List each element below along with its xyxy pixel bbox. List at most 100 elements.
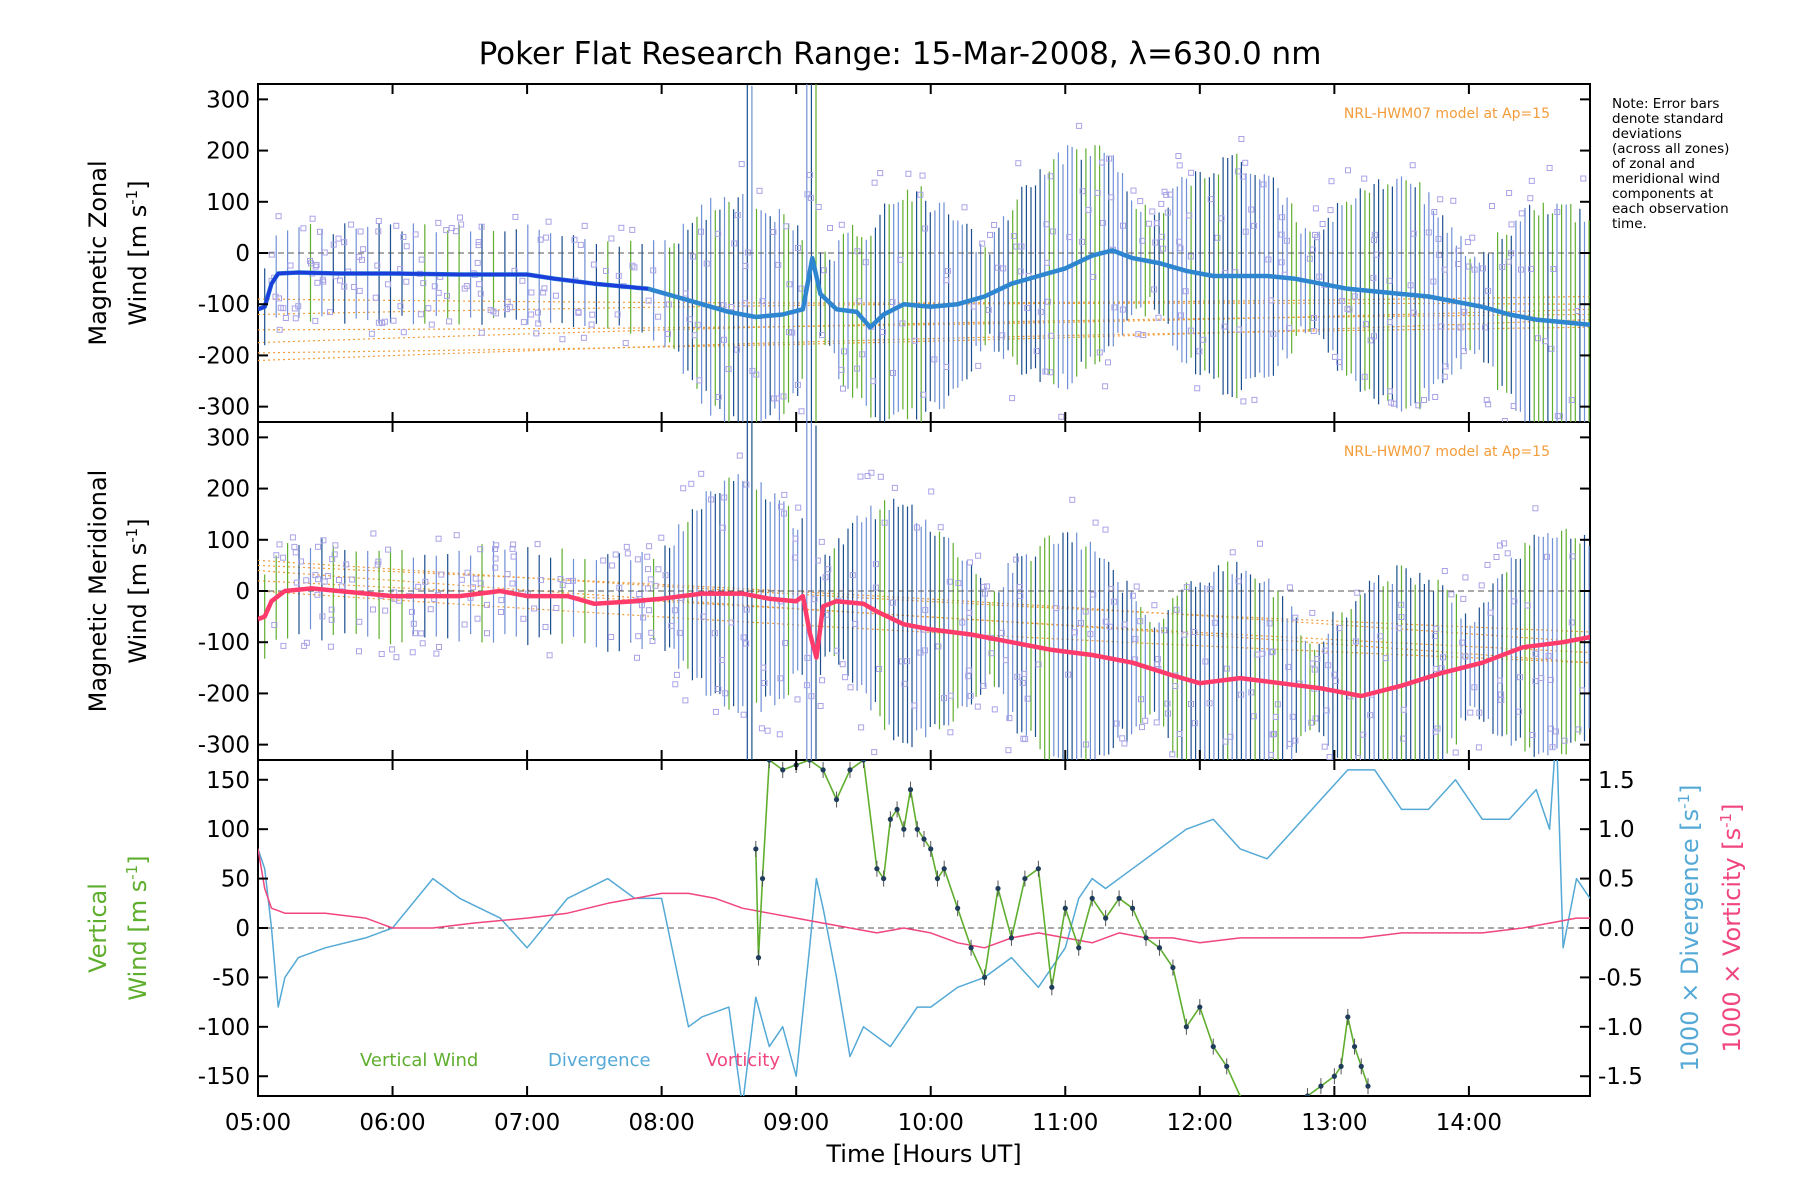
sample-point <box>987 231 993 238</box>
sample-point <box>341 283 348 290</box>
sample-point <box>1238 136 1245 142</box>
sample-point <box>1240 398 1247 405</box>
sample-point <box>1336 625 1343 632</box>
sample-point <box>272 293 279 300</box>
sample-point <box>436 644 442 650</box>
sample-point <box>1048 332 1055 339</box>
sample-point <box>1455 261 1462 267</box>
sample-point <box>1145 220 1152 227</box>
sample-point <box>1092 519 1099 526</box>
divergence-ylabel: 1000 × Divergence [s-1] <box>1675 784 1704 1071</box>
sample-point <box>1352 638 1359 645</box>
sample-point <box>1532 650 1539 657</box>
sample-point <box>614 311 621 318</box>
sample-point <box>623 543 630 550</box>
sample-point <box>1238 691 1245 698</box>
sample-point <box>1314 234 1321 241</box>
sample-point <box>328 616 335 623</box>
sample-point <box>1014 673 1021 680</box>
sample-point <box>880 328 886 335</box>
sample-point <box>528 311 535 318</box>
sample-point <box>1268 751 1274 758</box>
sample-point <box>385 546 392 553</box>
sample-point <box>1187 327 1194 334</box>
sample-point <box>1460 348 1467 355</box>
sample-point <box>324 573 331 579</box>
sample-point <box>1460 595 1467 602</box>
sample-point <box>919 172 926 179</box>
sample-point <box>588 321 595 328</box>
sample-point <box>492 555 499 562</box>
sample-point <box>1310 328 1317 334</box>
sample-point <box>537 236 544 243</box>
sample-point <box>1319 221 1326 227</box>
sample-point <box>400 234 407 240</box>
sample-point <box>711 630 718 637</box>
sample-point <box>1121 740 1128 747</box>
sample-point <box>1310 315 1317 321</box>
sample-point <box>476 281 483 288</box>
sample-point <box>1009 395 1016 402</box>
sample-point <box>1072 629 1078 636</box>
sample-point <box>375 228 382 235</box>
sample-point <box>1339 297 1346 304</box>
sample-point <box>921 647 928 654</box>
sample-point <box>1266 620 1273 627</box>
sample-point <box>356 648 362 655</box>
sample-point <box>646 607 653 614</box>
sample-point <box>552 292 559 299</box>
sample-point <box>1161 627 1168 634</box>
sample-point <box>293 579 300 586</box>
model-curve <box>258 313 1590 344</box>
sample-point <box>708 496 715 503</box>
sample-point <box>535 309 541 316</box>
vertical-wind-point <box>928 846 934 852</box>
sample-point <box>1154 661 1161 668</box>
y-tick-label: -50 <box>212 965 250 991</box>
sample-point <box>781 510 787 517</box>
sample-point <box>1452 749 1459 756</box>
sample-point <box>795 245 801 251</box>
sample-point <box>922 607 929 614</box>
sample-point <box>859 351 866 358</box>
sample-point <box>665 301 672 308</box>
sample-point <box>581 222 588 229</box>
sample-point <box>1227 733 1234 740</box>
sample-point <box>920 391 926 398</box>
sample-point <box>789 329 796 336</box>
x-tick-label: 13:00 <box>1301 1110 1367 1136</box>
sample-point <box>1505 258 1512 265</box>
sample-point <box>871 749 878 756</box>
vertical-wind-point <box>1008 935 1015 941</box>
sample-point <box>731 240 738 247</box>
sample-point <box>1361 373 1368 380</box>
sample-point <box>1374 251 1381 258</box>
sample-point <box>1155 314 1162 321</box>
sample-point <box>409 649 416 656</box>
sample-point <box>905 170 912 177</box>
divergence-line <box>258 760 1590 1096</box>
sample-point <box>776 731 783 738</box>
sample-point <box>1078 238 1085 245</box>
sample-point <box>988 650 995 657</box>
sample-point <box>822 574 829 581</box>
sample-point <box>652 582 659 589</box>
vertical-wind-point <box>1089 895 1095 901</box>
sample-point <box>1467 709 1474 716</box>
sample-point <box>794 696 801 703</box>
note-line: each observation <box>1612 201 1729 217</box>
sample-point <box>959 619 966 626</box>
sample-point <box>1361 175 1368 182</box>
sample-point <box>1529 732 1536 738</box>
sample-point <box>1082 608 1089 615</box>
x-tick-label: 06:00 <box>359 1110 425 1136</box>
model-curve <box>258 580 1590 664</box>
sample-point <box>292 549 299 556</box>
sample-point <box>1037 308 1044 315</box>
sample-point <box>507 304 514 311</box>
sample-point <box>1163 191 1170 198</box>
sample-point <box>1487 609 1494 616</box>
sample-point <box>1020 735 1027 742</box>
sample-point <box>1017 592 1024 599</box>
sample-point <box>811 596 818 603</box>
